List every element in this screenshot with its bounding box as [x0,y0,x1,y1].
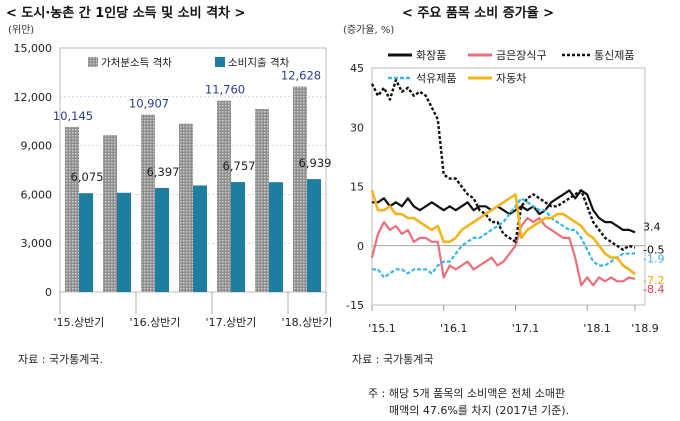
left-y-tick-label: 6,000 [21,188,53,201]
legend-swatch-spending [215,57,225,67]
income-data-label: 10,145 [53,109,93,123]
income-data-label: 11,760 [205,83,245,97]
spending-gap-bar [231,182,245,292]
income-gap-bar [141,114,155,292]
right-y-tick-label: 0 [357,240,364,253]
jewelry-line [370,217,636,287]
spending-data-label: 6,757 [223,159,256,173]
left-y-tick-label: 9,000 [21,140,53,153]
item-consumption-growth-chart: -15 0 15 30 45 '15.1 '16.1 '17.1 '18.1 '18.9 3.4… [346,49,664,335]
left-y-tick-label: 3,000 [21,237,53,250]
right-x-tick-label: '18.9 [631,322,659,335]
left-x-tick-label: '16.상반기 [130,316,181,329]
end-value-label: -8.4 [643,283,664,296]
legend-label-cosmetics: 화장품 [416,49,446,62]
right-legend: 화장품 금은장식구 통신제품 석유제품 자동차 [388,49,634,85]
left-y-tick-label: 15,000 [14,42,53,55]
legend-label-jewelry: 금은장식구 [496,49,547,62]
income-data-label: 10,907 [129,97,169,111]
spending-gap-bar [269,182,283,292]
cosmetics-line [372,189,636,234]
left-y-tick-label: 12,000 [14,91,53,104]
left-x-tick-label: '15.상반기 [54,316,105,329]
legend-label-income: 가처분소득 격차 [101,56,172,69]
left-source-note: 자료 : 국가통계국. [18,353,104,366]
income-spending-gap-chart: 0 3,000 6,000 9,000 12,000 15,000 '15.상반기 '16.… [14,42,333,329]
left-x-tick-label: '18.상반기 [282,316,333,329]
right-x-tick-label: '16.1 [440,322,468,335]
end-value-label: -1.9 [643,252,664,265]
right-y-tick-label: -15 [346,299,364,312]
income-gap-bar [293,86,307,292]
income-gap-bar [103,135,117,292]
right-end-labels: 3.4 -8.4 -0.5-1.9 -7.2 [643,220,664,296]
left-data-labels: 10,145 6,075 10,907 6,397 11,760 6,757 12,628 6… [53,69,332,185]
legend-label-petroleum: 석유제품 [416,72,456,85]
right-x-tick-label: '15.1 [368,322,396,335]
right-chart-title: < 주요 품목 소비 증가율 > [402,6,555,21]
income-gap-bar [179,123,193,292]
auto-line [370,190,636,276]
end-value-label: -0.5 [643,244,664,257]
left-bars [65,86,321,292]
income-gap-bar [217,100,231,292]
right-series-lines [370,78,636,287]
spending-gap-bar [193,185,207,292]
spending-data-label: 6,075 [71,170,104,184]
spending-gap-bar [307,179,321,292]
right-footnote-line1: 주 : 해당 5개 품목의 소비액은 전체 소매판 [368,387,566,400]
right-y-tick-label: 30 [350,121,364,134]
legend-label-auto: 자동차 [496,72,526,85]
spending-data-label: 6,939 [299,156,332,170]
right-x-tick-label: '18.1 [583,322,611,335]
petroleum-line [372,197,636,279]
income-data-label: 12,628 [281,69,321,83]
right-plot-border [371,67,646,306]
spending-gap-bar [79,193,93,292]
income-gap-bar [255,109,269,292]
right-y-tick-label: 15 [350,181,364,194]
income-gap-bar [65,126,79,292]
legend-swatch-income [88,57,98,67]
telecom-line [370,78,636,251]
right-y-tick-label: 45 [350,62,364,75]
spending-gap-bar [117,192,131,292]
end-value-label: -7.2 [643,274,664,287]
left-y-tick-label: 0 [45,286,52,299]
right-x-tick-label: '17.1 [512,322,540,335]
left-x-tick-label: '17.상반기 [206,316,257,329]
left-legend: 가처분소득 격차 소비지출 격차 [88,56,290,69]
spending-gap-bar [155,187,169,292]
right-x-axis: '15.1 '16.1 '17.1 '18.1 '18.9 [368,305,659,335]
left-unit-label: (위안) [8,25,35,36]
left-x-axis: '15.상반기 '16.상반기 '17.상반기 '18.상반기 [54,292,333,329]
left-chart-title: < 도시·농촌 간 1인당 소득 및 소비 격차 > [6,6,246,21]
left-y-axis: 0 3,000 6,000 9,000 12,000 15,000 [14,42,53,299]
right-y-axis: -15 0 15 30 45 [346,62,364,312]
legend-label-telecom: 통신제품 [594,49,634,62]
right-unit-label: (증가율, %) [343,25,395,36]
right-footnote-line2: 매액의 47.6%를 차지 (2017년 기준). [389,404,570,417]
end-value-label: 3.4 [643,220,661,233]
spending-data-label: 6,397 [147,165,180,179]
right-source-note: 자료 : 국가통계국 [352,353,434,366]
legend-label-spending: 소비지출 격차 [228,56,290,69]
